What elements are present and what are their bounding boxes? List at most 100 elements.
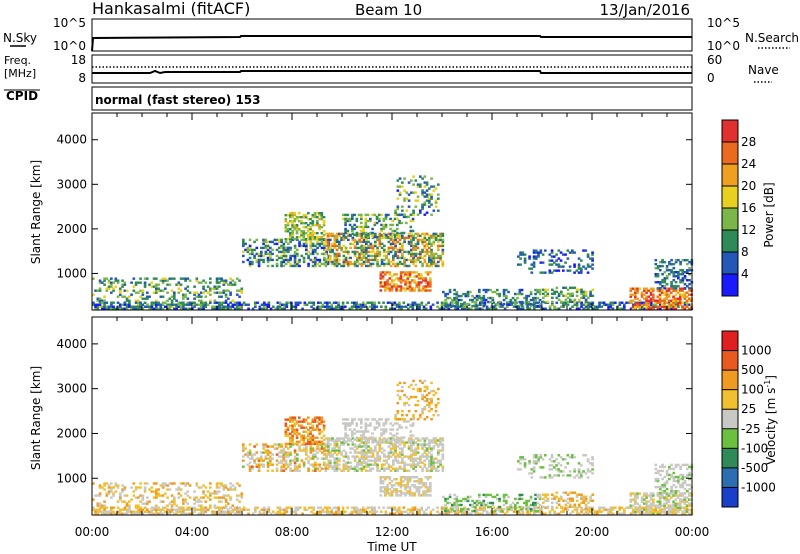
velocity-cell (609, 510, 613, 513)
power-cell (264, 246, 268, 250)
velocity-cell (92, 506, 95, 509)
velocity-cell (411, 508, 415, 511)
power-cell (658, 299, 662, 302)
velocity-cell (430, 461, 433, 464)
power-cell (166, 299, 169, 302)
power-cell (388, 277, 392, 280)
velocity-cell (394, 455, 397, 458)
power-cell (387, 260, 391, 264)
power-cell (348, 233, 352, 237)
velocity-cell (137, 508, 140, 511)
velocity-cell (425, 397, 429, 401)
velocity-cell (314, 469, 317, 472)
power-cell (668, 273, 671, 276)
power-cell (502, 294, 506, 298)
velocity-cell (215, 490, 219, 493)
power-cell (344, 223, 347, 227)
power-cell (347, 238, 350, 242)
velocity-cell (423, 459, 427, 462)
power-cell (260, 258, 263, 262)
velocity-cell (141, 512, 145, 515)
power-cell (197, 299, 201, 302)
velocity-cell (329, 451, 332, 454)
velocity-cell (394, 447, 397, 450)
power-cell (663, 271, 667, 274)
power-cell (538, 298, 542, 302)
velocity-cell (224, 484, 228, 487)
power-cell (330, 303, 334, 306)
power-cell (618, 307, 622, 310)
power-cell (349, 246, 352, 250)
velocity-cell (356, 451, 359, 454)
velocity-cell (364, 424, 368, 427)
velocity-cell (300, 459, 304, 462)
power-cell (430, 258, 433, 262)
power-cell (417, 273, 421, 276)
power-cell (640, 293, 644, 296)
power-cell (376, 246, 379, 250)
power-cell (423, 195, 427, 198)
power-cell (157, 287, 160, 290)
velocity-cell (298, 440, 301, 444)
power-cell (674, 307, 678, 310)
velocity-cell (123, 486, 127, 489)
velocity-cell (362, 443, 366, 446)
power-cell (643, 293, 646, 296)
velocity-cell (355, 510, 358, 513)
power-cell (155, 305, 158, 308)
velocity-cell (405, 455, 409, 458)
velocity-cell (367, 451, 370, 454)
power-cell (321, 305, 325, 308)
power-cell (255, 252, 259, 256)
power-cell (353, 238, 357, 242)
velocity-cell (389, 465, 393, 468)
velocity-cell (327, 459, 331, 462)
power-cell (164, 301, 167, 304)
velocity-cell (342, 439, 346, 442)
velocity-cell (246, 453, 250, 456)
velocity-cell (439, 437, 442, 440)
velocity-cell (437, 443, 440, 446)
power-cell (441, 250, 445, 254)
power-cell (267, 303, 271, 306)
velocity-cell (213, 490, 217, 493)
power-cell (326, 234, 330, 238)
velocity-cell (416, 418, 420, 421)
velocity-cell (519, 512, 523, 515)
power-cell (383, 250, 386, 254)
power-cell (365, 256, 368, 260)
velocity-cell (285, 506, 289, 509)
power-cell (322, 229, 326, 233)
power-cell (414, 258, 418, 262)
power-cell (412, 258, 415, 262)
velocity-cell (271, 457, 274, 460)
power-cell (591, 253, 594, 256)
velocity-cell (289, 432, 292, 435)
power-cell (587, 301, 590, 304)
velocity-cell (344, 434, 347, 437)
power-cell (429, 305, 433, 308)
power-cell (248, 246, 252, 250)
velocity-cell (396, 393, 400, 397)
power-cell (318, 260, 322, 264)
power-cell (394, 264, 397, 268)
velocity-cell (369, 459, 373, 462)
velocity-cell (319, 512, 322, 515)
power-cell (430, 203, 433, 206)
velocity-cell (347, 457, 350, 460)
power-cell (353, 250, 357, 254)
velocity-cell (152, 512, 156, 515)
velocity-cell (305, 457, 308, 460)
power-cell (419, 234, 422, 238)
velocity-cell (423, 465, 427, 468)
power-cell (525, 302, 528, 306)
power-cell (362, 227, 365, 231)
velocity-cell (384, 512, 388, 515)
power-cell (674, 271, 678, 274)
velocity-cell (344, 428, 347, 431)
power-cell (446, 292, 450, 296)
power-cell (193, 301, 196, 304)
power-cell (371, 301, 374, 304)
velocity-cell (365, 463, 368, 466)
power-cell (663, 277, 667, 280)
